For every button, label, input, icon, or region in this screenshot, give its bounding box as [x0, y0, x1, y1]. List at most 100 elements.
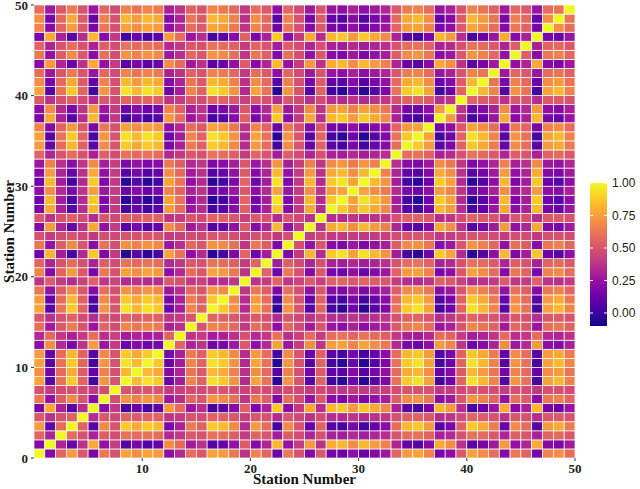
heatmap-cell — [380, 340, 391, 349]
heatmap-cell — [402, 431, 413, 440]
heatmap-cell — [434, 440, 445, 449]
heatmap-cell — [337, 204, 348, 213]
heatmap-cell — [240, 395, 251, 404]
heatmap-cell — [294, 96, 305, 105]
heatmap-cell — [532, 277, 543, 286]
heatmap-cell — [305, 295, 316, 304]
heatmap-cell — [272, 177, 283, 186]
heatmap-cell — [272, 304, 283, 313]
heatmap-cell — [77, 241, 88, 250]
heatmap-cell — [261, 386, 272, 395]
heatmap-cell — [45, 277, 56, 286]
heatmap-cell — [56, 222, 67, 231]
heatmap-cell — [175, 195, 186, 204]
heatmap-cell — [207, 250, 218, 259]
heatmap-cell — [240, 250, 251, 259]
heatmap-cell — [391, 177, 402, 186]
heatmap-cell — [283, 358, 294, 367]
heatmap-cell — [283, 259, 294, 268]
heatmap-cell — [34, 177, 45, 186]
heatmap-cell — [34, 96, 45, 105]
heatmap-cell — [434, 105, 445, 114]
heatmap-cell — [543, 413, 554, 422]
heatmap-cell — [326, 431, 337, 440]
heatmap-cell — [131, 204, 142, 213]
heatmap-cell — [326, 440, 337, 449]
heatmap-cell — [56, 232, 67, 241]
heatmap-cell — [164, 168, 175, 177]
heatmap-cell — [110, 168, 121, 177]
heatmap-cell — [250, 386, 261, 395]
heatmap-cell — [456, 322, 467, 331]
heatmap-cell — [510, 159, 521, 168]
heatmap-cell — [153, 395, 164, 404]
heatmap-cell — [488, 241, 499, 250]
heatmap-cell — [402, 286, 413, 295]
heatmap-cell — [110, 232, 121, 241]
heatmap-cell — [272, 132, 283, 141]
heatmap-cell — [510, 150, 521, 159]
heatmap-cell — [391, 213, 402, 222]
heatmap-cell — [261, 286, 272, 295]
heatmap-cell — [337, 367, 348, 376]
heatmap-cell — [488, 195, 499, 204]
heatmap-cell — [56, 404, 67, 413]
heatmap-cell — [402, 340, 413, 349]
heatmap-cell — [121, 304, 132, 313]
heatmap-cell — [99, 150, 110, 159]
heatmap-cell — [369, 177, 380, 186]
heatmap-cell — [359, 114, 370, 123]
heatmap-cell — [305, 213, 316, 222]
heatmap-cell — [510, 404, 521, 413]
heatmap-cell — [348, 259, 359, 268]
heatmap-cell — [45, 105, 56, 114]
heatmap-cell — [196, 322, 207, 331]
heatmap-cell — [164, 186, 175, 195]
heatmap-cell — [478, 277, 489, 286]
heatmap-cell — [521, 259, 532, 268]
heatmap-cell — [142, 349, 153, 358]
heatmap-cell — [337, 168, 348, 177]
heatmap-cell — [153, 440, 164, 449]
heatmap-cell — [467, 159, 478, 168]
heatmap-cell — [478, 404, 489, 413]
heatmap-cell — [261, 277, 272, 286]
heatmap-cell — [56, 395, 67, 404]
heatmap-cell — [196, 440, 207, 449]
heatmap-cell — [315, 96, 326, 105]
heatmap-cell — [88, 141, 99, 150]
heatmap-cell — [45, 132, 56, 141]
heatmap-cell — [229, 222, 240, 231]
heatmap-cell — [337, 286, 348, 295]
heatmap-cell — [553, 241, 564, 250]
heatmap-cell — [142, 268, 153, 277]
heatmap-cell — [34, 376, 45, 385]
heatmap-cell — [261, 268, 272, 277]
heatmap-cell — [543, 404, 554, 413]
heatmap-cell — [359, 313, 370, 322]
heatmap-cell — [488, 232, 499, 241]
heatmap-cell — [305, 386, 316, 395]
heatmap-cell — [229, 259, 240, 268]
heatmap-cell — [45, 367, 56, 376]
heatmap-cell — [499, 150, 510, 159]
heatmap-cell — [445, 322, 456, 331]
heatmap-cell — [240, 186, 251, 195]
heatmap-cell — [142, 358, 153, 367]
heatmap-cell — [229, 213, 240, 222]
heatmap-cell — [521, 141, 532, 150]
heatmap-cell — [434, 422, 445, 431]
heatmap-cell — [543, 431, 554, 440]
heatmap-cell — [402, 304, 413, 313]
heatmap-cell — [315, 123, 326, 132]
heatmap-cell — [326, 177, 337, 186]
heatmap-cell — [413, 277, 424, 286]
heatmap-cell — [261, 141, 272, 150]
heatmap-cell — [369, 204, 380, 213]
heatmap-cell — [240, 431, 251, 440]
heatmap-cell — [218, 358, 229, 367]
heatmap-cell — [510, 313, 521, 322]
heatmap-cell — [564, 213, 575, 222]
heatmap-cell — [543, 422, 554, 431]
heatmap-cell — [369, 241, 380, 250]
